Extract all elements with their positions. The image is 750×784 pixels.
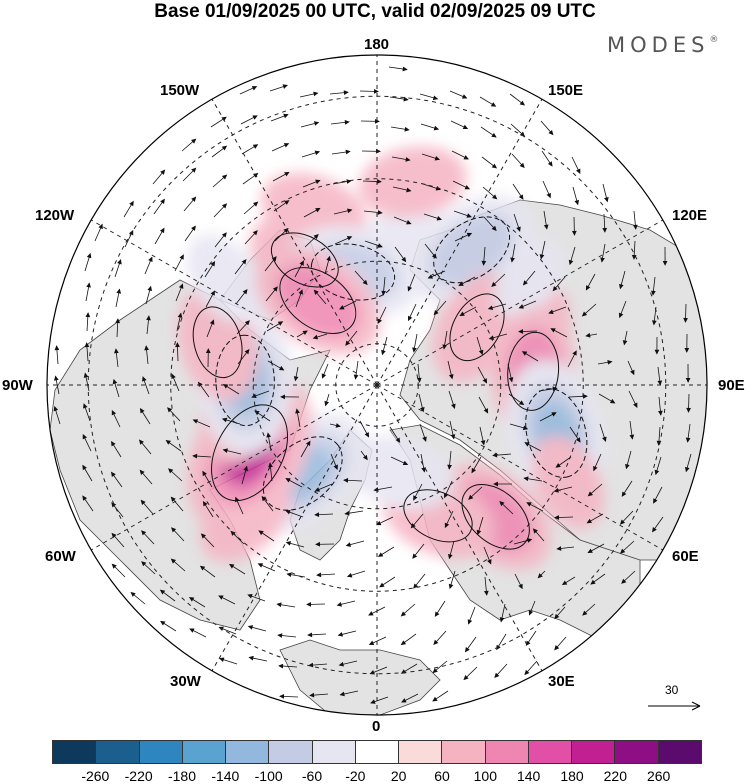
colorbar-tick-label: 260 bbox=[647, 768, 670, 784]
colorbar-swatch bbox=[528, 740, 571, 764]
colorbar-tick-label: -140 bbox=[211, 768, 239, 784]
colorbar-tick-label: -20 bbox=[345, 768, 365, 784]
lon-label-180: 180 bbox=[364, 36, 389, 53]
colorbar-tick-label: 60 bbox=[434, 768, 450, 784]
colorbar-tick-label: 100 bbox=[474, 768, 497, 784]
colorbar-swatch bbox=[52, 740, 95, 764]
colorbar-swatch bbox=[485, 740, 528, 764]
colorbar-ticks: -260 -220 -180 -140 -100 -60 -20 20 60 100 140 180 2… bbox=[52, 768, 702, 783]
colorbar-swatch bbox=[658, 740, 702, 764]
colorbar-swatch bbox=[268, 740, 311, 764]
colorbar-tick-label: -60 bbox=[302, 768, 322, 784]
colorbar-tick-label: -180 bbox=[168, 768, 196, 784]
lon-label-120e: 120E bbox=[672, 207, 707, 224]
lon-label-0: 0 bbox=[372, 718, 380, 735]
colorbar-tick-label: 180 bbox=[560, 768, 583, 784]
colorbar bbox=[52, 740, 702, 764]
colorbar-tick-label: 220 bbox=[604, 768, 627, 784]
colorbar-swatch bbox=[225, 740, 268, 764]
colorbar-swatch bbox=[355, 740, 398, 764]
colorbar-swatch bbox=[571, 740, 614, 764]
colorbar-tick-label: -220 bbox=[125, 768, 153, 784]
lon-label-90e: 90E bbox=[718, 377, 745, 394]
colorbar-swatch bbox=[398, 740, 441, 764]
colorbar-tick-label: 20 bbox=[391, 768, 407, 784]
lon-label-60w: 60W bbox=[45, 548, 76, 565]
lon-label-60e: 60E bbox=[672, 548, 699, 565]
colorbar-swatch bbox=[139, 740, 182, 764]
colorbar-swatch bbox=[95, 740, 138, 764]
lon-label-150w: 150W bbox=[160, 82, 199, 99]
colorbar-tick-label: 140 bbox=[517, 768, 540, 784]
lon-label-120w: 120W bbox=[35, 207, 74, 224]
colorbar-swatch bbox=[441, 740, 484, 764]
lon-label-30w: 30W bbox=[170, 673, 201, 690]
colorbar-swatch bbox=[614, 740, 657, 764]
lon-label-150e: 150E bbox=[548, 82, 583, 99]
colorbar-tick-label: -260 bbox=[81, 768, 109, 784]
lon-label-30e: 30E bbox=[548, 673, 575, 690]
colorbar-swatch bbox=[182, 740, 225, 764]
colorbar-tick-label: -100 bbox=[255, 768, 283, 784]
lon-label-90w: 90W bbox=[2, 377, 33, 394]
colorbar-swatch bbox=[312, 740, 355, 764]
reference-vector bbox=[640, 680, 710, 720]
